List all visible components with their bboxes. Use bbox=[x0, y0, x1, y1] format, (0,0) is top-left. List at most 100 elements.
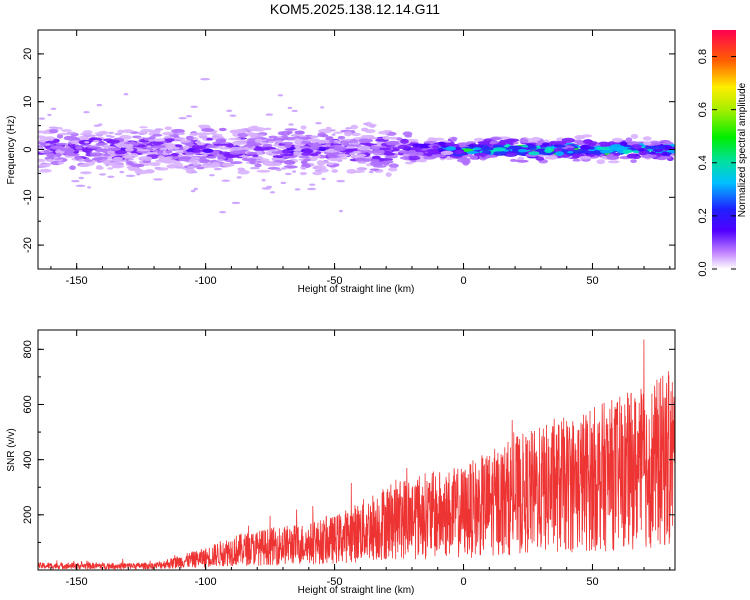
spectrogram-cell bbox=[211, 135, 220, 138]
spectrogram-cell bbox=[626, 153, 637, 159]
spectrogram-cell bbox=[402, 131, 413, 136]
spectrogram-cell bbox=[268, 153, 274, 156]
colorbar-tick-label: 0.8 bbox=[697, 49, 709, 64]
colorbar-tick-label: 0.6 bbox=[697, 102, 709, 117]
spectrogram-cell bbox=[123, 93, 129, 96]
spectrogram-cell bbox=[274, 140, 283, 143]
spectrogram-cell bbox=[555, 151, 564, 157]
spectrogram-cell bbox=[175, 151, 184, 154]
spectrogram-cell bbox=[329, 129, 336, 132]
spectrogram-cell bbox=[237, 140, 246, 143]
spectrogram-cell bbox=[300, 160, 308, 165]
spectrogram-cell bbox=[369, 125, 376, 128]
spectrogram-cell bbox=[656, 156, 667, 161]
spectrogram-cell bbox=[321, 177, 326, 181]
spectrogram-cell bbox=[333, 131, 343, 134]
spectrogram-cell bbox=[280, 181, 287, 185]
spectrogram-cell bbox=[82, 148, 93, 153]
spectrogram-cell bbox=[300, 125, 307, 130]
colorbar-tick-label: 0.4 bbox=[697, 155, 709, 170]
snr-panel: -150 -100 -50 0 50 200 400 600 800 Height of str… bbox=[6, 329, 676, 596]
spectrogram-cell bbox=[549, 141, 557, 145]
spectrogram-cell bbox=[383, 152, 395, 156]
colorbar-gradient bbox=[712, 30, 736, 269]
spectrogram-cell bbox=[457, 142, 470, 146]
spectrogram-cell bbox=[263, 127, 272, 131]
spectrogram-cell bbox=[55, 153, 62, 157]
spectrogram-cell bbox=[369, 168, 380, 171]
y-tick-label: 20 bbox=[22, 48, 34, 60]
spectrogram-cell bbox=[309, 153, 319, 157]
spectrogram-cell bbox=[553, 147, 562, 153]
spectrogram-cell bbox=[343, 148, 358, 153]
spectrogram-cell bbox=[410, 147, 423, 151]
spectrogram-cell bbox=[382, 135, 390, 140]
spectrogram-cell bbox=[38, 135, 46, 139]
spectrogram-cell bbox=[45, 136, 55, 140]
spectrogram-cell bbox=[95, 134, 104, 137]
spectrogram-cell bbox=[661, 141, 674, 145]
spectrogram-cell bbox=[269, 149, 279, 152]
spectrogram-cell bbox=[75, 146, 83, 150]
spectrogram-cell bbox=[280, 167, 287, 170]
spectrogram-cell bbox=[157, 155, 165, 160]
spectrogram-cell bbox=[423, 140, 437, 145]
spectrogram-cell bbox=[314, 169, 322, 172]
spectrogram-cell bbox=[230, 161, 243, 165]
spectrogram-marks bbox=[38, 78, 675, 214]
spectrogram-cell bbox=[652, 148, 664, 153]
spectrogram-cell bbox=[138, 132, 145, 136]
spectrogram-cell bbox=[299, 145, 310, 149]
spectrogram-cell bbox=[385, 141, 399, 146]
spectrogram-cell bbox=[434, 154, 447, 158]
spectrogram-cell bbox=[643, 141, 652, 146]
x-tick-label: -50 bbox=[327, 576, 343, 588]
spectrogram-cell bbox=[642, 136, 652, 141]
snr-ylabel: SNR (v/v) bbox=[6, 428, 17, 471]
spectrogram-cell bbox=[519, 138, 529, 144]
spectrogram-cell bbox=[517, 156, 525, 161]
x-tick-label: -100 bbox=[195, 576, 217, 588]
y-tick-label: 400 bbox=[22, 450, 34, 468]
spectrogram-cell bbox=[237, 133, 248, 138]
spectrogram-cell bbox=[213, 167, 223, 171]
spectrogram-cell bbox=[608, 155, 619, 159]
spectrogram-cell bbox=[96, 103, 103, 107]
spectrogram-cell bbox=[152, 141, 164, 145]
spectrogram-cell bbox=[309, 183, 316, 186]
spectrogram-cell bbox=[413, 151, 424, 156]
spectrogram-cell bbox=[211, 161, 221, 167]
spectrogram-cell bbox=[368, 146, 381, 149]
spectrogram-cell bbox=[89, 152, 104, 157]
spectrogram-cell bbox=[368, 170, 374, 174]
spectrogram-cell bbox=[229, 150, 242, 155]
spectrogram-cell bbox=[216, 159, 225, 162]
spectrogram-cell bbox=[164, 156, 173, 160]
colorbar-label: Normalized spectral amplitude bbox=[737, 82, 748, 217]
spectrogram-cell bbox=[319, 147, 327, 151]
spectrogram-cell bbox=[128, 158, 134, 161]
spectrogram-cell bbox=[625, 137, 633, 143]
colorbar-tick-label: 0.2 bbox=[697, 208, 709, 223]
spectrogram-cell bbox=[337, 159, 343, 162]
snr-xlabel: Height of straight line (km) bbox=[298, 585, 415, 596]
spectrogram-cell bbox=[352, 150, 362, 154]
spectrogram-cell bbox=[567, 151, 574, 154]
x-tick-label: 50 bbox=[586, 275, 598, 287]
spectrogram-cell bbox=[426, 148, 439, 154]
spectrogram-cell bbox=[106, 150, 116, 155]
spectrogram-cell bbox=[219, 147, 232, 150]
spectrogram-cell bbox=[47, 113, 52, 117]
spectrogram-cell bbox=[318, 168, 329, 173]
spectrogram-cell bbox=[432, 145, 440, 149]
spectrogram-cell bbox=[246, 140, 256, 145]
spectrogram-cell bbox=[229, 146, 244, 151]
spectrogram-cell bbox=[182, 145, 190, 150]
spectrogram-cell bbox=[265, 113, 274, 116]
spectrogram-ylabel: Frequency (Hz) bbox=[6, 116, 17, 185]
x-tick-label: -150 bbox=[66, 576, 88, 588]
spectrogram-cell bbox=[111, 161, 121, 164]
spectrogram-cell bbox=[144, 169, 155, 174]
spectrogram-cell bbox=[587, 143, 597, 147]
